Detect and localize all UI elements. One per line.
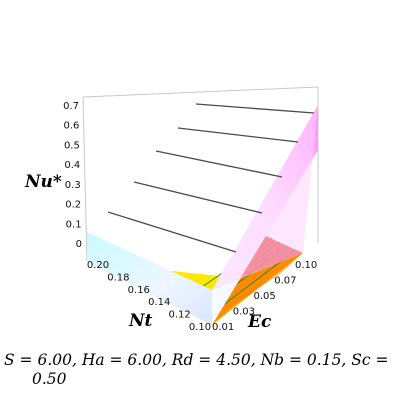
z-tick-label: 0.6 bbox=[64, 121, 80, 132]
y-tick-label: 0.03 bbox=[233, 307, 255, 318]
caption-line-2: 0.50 bbox=[32, 370, 67, 388]
x-tick-label: 0.18 bbox=[107, 272, 129, 283]
back-surface bbox=[212, 105, 318, 325]
x-axis-title: Nt bbox=[128, 311, 153, 331]
z-tick-label: 0.7 bbox=[63, 101, 79, 112]
y-axis-ticks: 0.01 0.03 0.05 0.07 0.10 bbox=[212, 260, 317, 333]
caption-line-1: S = 6.00, Ha = 6.00, Rd = 4.50, Nb = 0.1… bbox=[4, 351, 389, 369]
z-tick-label: 0.4 bbox=[64, 160, 80, 171]
surface-plot: 00.10.20.30.40.50.60.7 0.200.180.160.140… bbox=[24, 86, 319, 333]
z-tick-label: 0 bbox=[76, 239, 82, 250]
parameter-caption: S = 6.00, Ha = 6.00, Rd = 4.50, Nb = 0.1… bbox=[4, 351, 396, 389]
x-tick-label: 0.20 bbox=[87, 260, 109, 271]
x-tick-label: 0.14 bbox=[148, 297, 170, 308]
z-tick-label: 0.2 bbox=[65, 200, 81, 211]
y-tick-label: 0.01 bbox=[212, 322, 234, 333]
z-tick-label: 0.3 bbox=[65, 180, 81, 191]
z-tick-label: 0.1 bbox=[66, 219, 82, 230]
front-surface bbox=[87, 232, 212, 325]
x-tick-label: 0.12 bbox=[168, 310, 190, 321]
y-axis-title: Ec bbox=[247, 312, 272, 332]
x-tick-label: 0.10 bbox=[189, 322, 211, 333]
x-axis-ticks: 0.200.18 0.160.14 0.120.10 bbox=[87, 260, 211, 333]
z-axis-title: Nu* bbox=[24, 172, 62, 192]
mesh-lines bbox=[107, 103, 315, 253]
x-tick-label: 0.16 bbox=[128, 285, 150, 296]
z-tick-label: 0.5 bbox=[64, 140, 80, 151]
y-tick-label: 0.07 bbox=[274, 276, 296, 287]
y-tick-label: 0.05 bbox=[254, 291, 276, 302]
z-axis-ticks: 0 0.1 0.2 0.3 0.4 0.5 0.6 0.7 bbox=[63, 101, 82, 250]
y-tick-label: 0.10 bbox=[295, 260, 317, 271]
